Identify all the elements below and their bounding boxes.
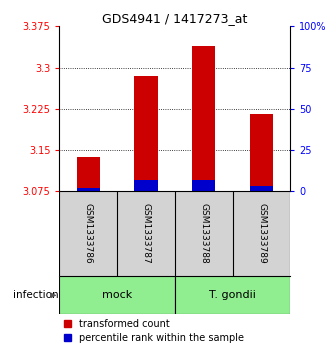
Bar [192, 180, 215, 191]
Legend: transformed count, percentile rank within the sample: transformed count, percentile rank withi… [64, 319, 244, 343]
Bar [59, 276, 175, 314]
Text: GSM1333787: GSM1333787 [142, 204, 150, 264]
Bar [135, 180, 158, 191]
Bar [77, 157, 100, 191]
Bar [175, 276, 290, 314]
Text: T. gondii: T. gondii [209, 290, 256, 300]
Text: GSM1333786: GSM1333786 [84, 204, 93, 264]
Text: infection: infection [13, 290, 58, 300]
Text: GSM1333788: GSM1333788 [199, 204, 208, 264]
Text: GSM1333789: GSM1333789 [257, 204, 266, 264]
Bar [250, 114, 273, 191]
Bar [135, 76, 158, 191]
Bar [192, 46, 215, 191]
Text: mock: mock [102, 290, 132, 300]
Bar [77, 188, 100, 191]
Bar [250, 186, 273, 191]
Title: GDS4941 / 1417273_at: GDS4941 / 1417273_at [102, 12, 248, 25]
